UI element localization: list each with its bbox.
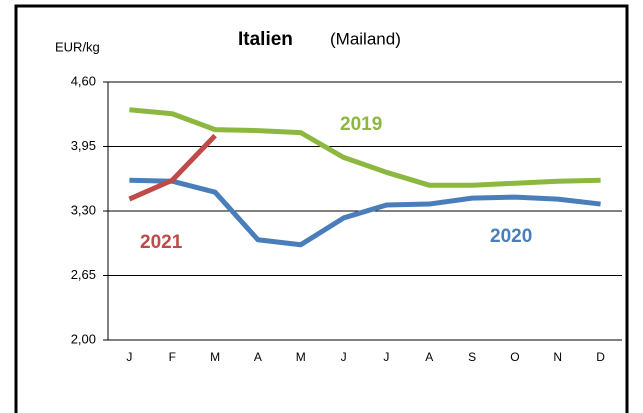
x-tick-label: A [254,350,262,364]
x-tick-label: J [383,350,389,364]
x-tick-label: N [553,350,562,364]
series-label: 2020 [490,226,532,247]
series-label: 2019 [340,114,382,135]
series-line [129,107,601,188]
x-tick-label: O [510,350,519,364]
chart-title: Italien [238,29,293,50]
x-tick-label: J [126,350,132,364]
x-tick-label: J [341,350,347,364]
chart-subtitle: (Mailand) [330,29,401,48]
x-tick-label: S [468,350,476,364]
y-tick-label: 2,65 [71,267,96,282]
series-line [129,177,601,248]
x-tick-label: F [169,350,176,364]
series-line [128,133,217,202]
y-tick-label: 2,00 [71,331,96,346]
y-tick-label: 3,30 [71,202,96,217]
frame [14,4,629,413]
y-axis-label: EUR/kg [55,39,100,54]
x-tick-label: M [296,350,306,364]
x-tick-label: D [596,350,605,364]
x-tick-label: A [425,350,433,364]
x-tick-label: M [210,350,220,364]
y-tick-label: 4,60 [71,73,96,88]
series-label: 2021 [140,232,183,253]
y-tick-label: 3,95 [71,138,96,153]
